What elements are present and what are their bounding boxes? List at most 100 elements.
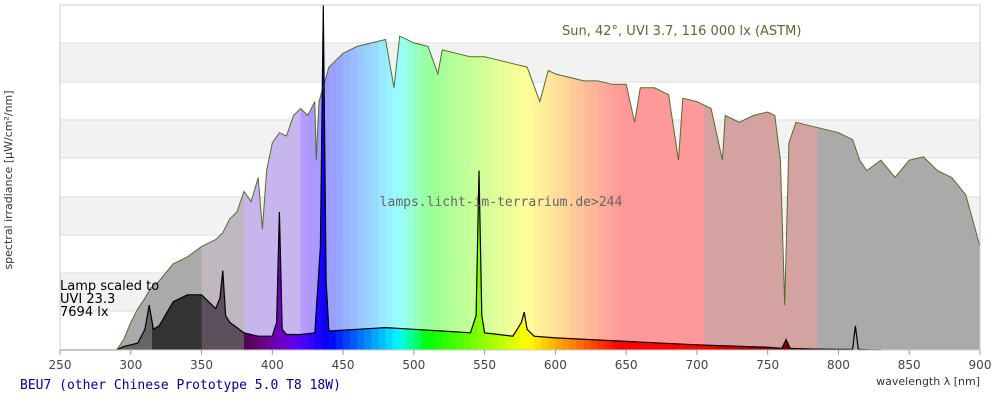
sun-fill-slice — [739, 36, 748, 350]
sun-fill-slice — [640, 36, 648, 350]
sun-fill-slice — [831, 36, 840, 350]
lamp-title: BEU7 (other Chinese Prototype 5.0 T8 18W… — [20, 378, 341, 393]
sun-fill-slice — [626, 36, 634, 350]
sun-fill-slice — [704, 36, 712, 350]
sun-fill-slice — [378, 36, 387, 350]
sun-fill-slice — [385, 36, 394, 350]
sun-fill-slice — [491, 36, 500, 350]
sun-fill-slice — [307, 36, 316, 350]
sun-fill-slice — [520, 36, 528, 350]
sun-fill-slice — [838, 36, 847, 350]
y-axis-label: spectral irradiance [µW/cm²/nm] — [2, 90, 15, 269]
sun-fill-slice — [477, 36, 486, 350]
sun-fill-slice — [555, 36, 564, 350]
sun-fill-slice — [937, 36, 946, 350]
sun-fill-slice — [413, 36, 422, 350]
x-tick-label: 700 — [685, 358, 708, 372]
sun-fill-slice — [796, 36, 804, 350]
sun-fill-slice — [689, 36, 698, 350]
sun-fill-slice — [336, 36, 344, 350]
x-tick-label: 850 — [898, 358, 921, 372]
sun-fill-slice — [272, 36, 280, 350]
sun-fill-slice — [852, 36, 861, 350]
sun-fill-slice — [909, 36, 917, 350]
sun-label: Sun, 42°, UVI 3.7, 116 000 lx (ASTM) — [562, 24, 801, 39]
x-tick-label: 250 — [49, 358, 72, 372]
x-tick-label: 750 — [756, 358, 779, 372]
x-tick-label: 800 — [827, 358, 850, 372]
sun-fill-slice — [824, 36, 832, 350]
sun-fill-slice — [293, 36, 302, 350]
sun-fill-slice — [583, 36, 592, 350]
sun-fill-slice — [328, 36, 337, 350]
sun-fill-slice — [498, 36, 507, 350]
sun-fill-slice — [406, 36, 415, 350]
sun-fill-slice — [604, 36, 613, 350]
sun-fill-slice — [951, 36, 960, 350]
sun-fill-slice — [675, 36, 684, 350]
sun-fill-slice — [711, 36, 719, 350]
sun-fill-slice — [732, 36, 740, 350]
x-axis-label: wavelength λ [nm] — [876, 375, 980, 388]
x-tick-label: 400 — [261, 358, 284, 372]
watermark: lamps.licht-im-terrarium.de>244 — [380, 195, 623, 210]
sun-fill-slice — [958, 36, 967, 350]
sun-fill-slice — [512, 36, 521, 350]
sun-fill-slice — [866, 36, 875, 350]
sun-fill-slice — [774, 36, 783, 350]
sun-fill-slice — [364, 36, 372, 350]
sun-fill-slice — [668, 36, 677, 350]
x-tick-label: 350 — [190, 358, 213, 372]
sun-fill-slice — [251, 36, 259, 350]
sun-fill-slice — [265, 36, 273, 350]
lamp-label-1: Lamp scaled to — [60, 279, 159, 294]
sun-series-line — [116, 35, 981, 351]
sun-fill-slice — [505, 36, 514, 350]
sun-fill-slice — [343, 36, 351, 350]
sun-fill-slice — [527, 36, 535, 350]
x-tick-label: 650 — [615, 358, 638, 372]
sun-fill-slice — [350, 36, 358, 350]
sun-fill-slice — [916, 36, 924, 350]
sun-fill-slice — [725, 36, 733, 350]
sun-fill-slice — [392, 36, 401, 350]
sun-fill-slice — [279, 36, 288, 350]
x-tick-label: 450 — [332, 358, 355, 372]
sun-fill-slice — [923, 36, 932, 350]
sun-fill-slice — [371, 36, 380, 350]
sun-fill-slice — [548, 36, 556, 350]
sun-fill-slice — [682, 36, 691, 350]
sun-fill-slice — [788, 36, 797, 350]
sun-fill-slice — [534, 36, 542, 350]
sun-fill-slice — [576, 36, 585, 350]
sun-fill-slice — [873, 36, 882, 350]
sun-fill-slice — [930, 36, 939, 350]
sun-fill-slice — [612, 36, 620, 350]
plot-frame — [59, 4, 981, 351]
sun-fill-slice — [760, 36, 769, 350]
sun-fill-slice — [428, 36, 436, 350]
sun-fill-slice — [569, 36, 578, 350]
x-axis-ticks: 250 300 350 400 450 500 550 600 650 700 750 800 850 9… — [49, 350, 991, 372]
x-tick-label: 600 — [544, 358, 567, 372]
sun-fill-slice — [718, 36, 726, 350]
sun-fill-slice — [470, 36, 479, 350]
sun-fill-slice — [597, 36, 606, 350]
sun-fill-slice — [357, 36, 365, 350]
sun-fill-slice — [880, 36, 889, 350]
sun-fill-slice — [696, 36, 705, 350]
sun-fill-slice — [456, 36, 464, 350]
sun-fill-slice — [895, 36, 903, 350]
sun-fill-slice — [661, 36, 670, 350]
sun-fill-slice — [803, 36, 811, 350]
sun-fill-slice — [286, 36, 295, 350]
x-tick-label: 550 — [473, 358, 496, 372]
lamp-label-3: 7694 lx — [60, 305, 109, 320]
sun-fill-slice — [845, 36, 854, 350]
sun-fill-slice — [902, 36, 910, 350]
sun-fill-slice — [435, 36, 443, 350]
x-tick-label: 300 — [119, 358, 142, 372]
sun-fill-slice — [654, 36, 663, 350]
sun-fill-slice — [562, 36, 571, 350]
